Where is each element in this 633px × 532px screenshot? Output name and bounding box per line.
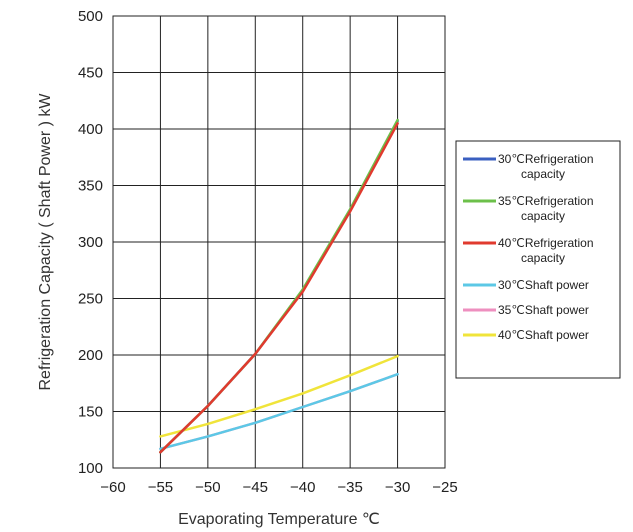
legend-label: 35℃Refrigeration — [498, 194, 594, 208]
y-tick-label: 450 — [78, 65, 103, 82]
legend-label: 30℃Refrigeration — [498, 152, 594, 166]
y-tick-label: 300 — [78, 234, 103, 251]
series-line — [159, 122, 399, 454]
series-line — [159, 354, 399, 438]
legend-label: capacity — [521, 251, 565, 265]
y-tick-label: 350 — [78, 178, 103, 195]
legend-label: 35℃Shaft power — [498, 303, 589, 317]
x-tick-label: −55 — [148, 479, 173, 496]
x-tick-label: −40 — [290, 479, 315, 496]
series-line — [159, 372, 399, 451]
y-axis-ticks: 100 150 200 250 300 350 400 450 500 — [78, 8, 103, 477]
x-tick-label: −30 — [385, 479, 410, 496]
y-tick-label: 500 — [78, 8, 103, 25]
x-axis-ticks: −60 −55 −50 −45 −40 −35 −30 −25 — [100, 479, 457, 496]
legend-label: 40℃Refrigeration — [498, 236, 594, 250]
y-tick-label: 200 — [78, 347, 103, 364]
series-lines — [159, 118, 399, 454]
legend-label: 40℃Shaft power — [498, 328, 589, 342]
y-tick-label: 250 — [78, 291, 103, 308]
x-axis-label: Evaporating Temperature ℃ — [178, 511, 380, 528]
legend-label: capacity — [521, 209, 565, 223]
x-tick-label: −50 — [195, 479, 220, 496]
y-tick-label: 400 — [78, 121, 103, 138]
legend-box — [455, 140, 621, 379]
legend-label: capacity — [521, 167, 565, 181]
y-tick-label: 150 — [78, 404, 103, 421]
legend-label: 30℃Shaft power — [498, 278, 589, 292]
plot-frame — [112, 15, 446, 469]
x-tick-label: −35 — [337, 479, 362, 496]
x-tick-label: −60 — [100, 479, 125, 496]
grid — [112, 15, 446, 469]
y-tick-label: 100 — [78, 460, 103, 477]
x-tick-label: −45 — [243, 479, 268, 496]
x-tick-label: −25 — [432, 479, 457, 496]
legend: 30℃Refrigerationcapacity35℃Refrigeration… — [455, 140, 621, 379]
y-axis-label: Refrigeration Capacity ( Shaft Power ) k… — [37, 93, 54, 391]
